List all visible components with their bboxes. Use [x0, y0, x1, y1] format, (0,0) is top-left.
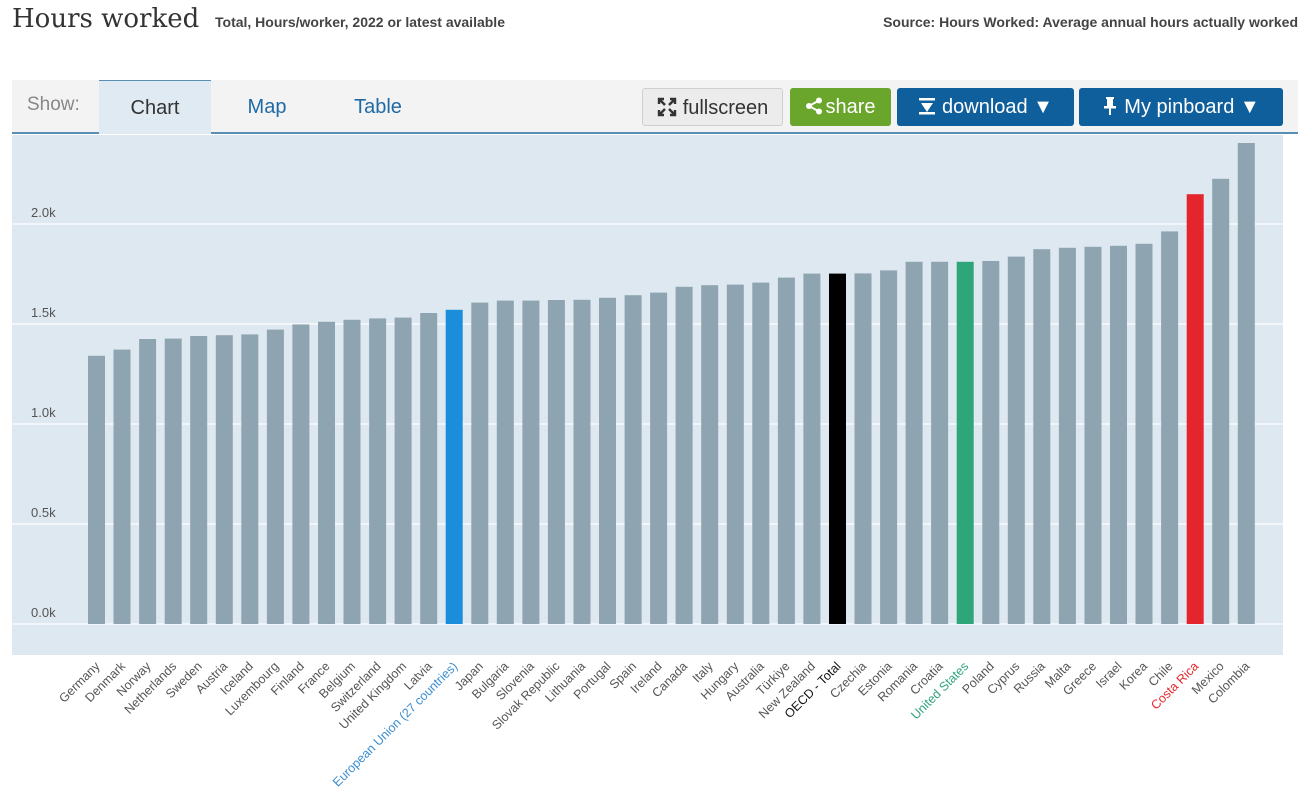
pinboard-button[interactable]: My pinboard ▼ [1079, 88, 1283, 126]
bar-new-zealand[interactable] [803, 273, 821, 624]
bar-latvia[interactable] [420, 313, 438, 624]
fullscreen-button[interactable]: fullscreen [642, 88, 783, 126]
tab-table[interactable]: Table [354, 96, 402, 118]
download-icon [918, 88, 936, 126]
bar-malta[interactable] [1058, 247, 1076, 625]
tab-map[interactable]: Map [247, 96, 287, 118]
bar-chile[interactable] [1161, 231, 1179, 624]
bar-slovak-republic[interactable] [547, 300, 565, 624]
bar-france[interactable] [318, 321, 335, 624]
bar-costa-rica[interactable] [1186, 194, 1204, 624]
bar-iceland[interactable] [241, 334, 259, 624]
share-label: share [825, 96, 876, 118]
bar-european-union-27-countries-[interactable] [445, 309, 463, 624]
bar-estonia[interactable] [880, 270, 898, 624]
bar-netherlands[interactable] [164, 338, 182, 624]
fullscreen-label: fullscreen [682, 97, 769, 119]
bar-finland[interactable] [292, 324, 310, 624]
bar-switzerland[interactable] [369, 318, 387, 624]
bar-portugal[interactable] [599, 297, 616, 624]
y-tick-label: 2.0k [31, 205, 56, 220]
bar-united-kingdom[interactable] [394, 317, 412, 624]
bar-germany[interactable] [88, 355, 105, 624]
y-tick-label: 0.5k [31, 505, 56, 520]
share-button[interactable]: share [790, 88, 891, 126]
bar-belgium[interactable] [343, 319, 361, 624]
bar-united-states[interactable] [956, 261, 974, 624]
y-tick-label: 0.0k [31, 605, 56, 620]
bar-ireland[interactable] [650, 292, 668, 624]
page-title: Hours worked [12, 4, 200, 34]
bar-italy[interactable] [701, 285, 719, 624]
bar-luxembourg[interactable] [266, 329, 284, 624]
x-axis-labels: GermanyDenmarkNorwayNetherlandsSwedenAus… [56, 659, 1252, 790]
header: Hours worked Total, Hours/worker, 2022 o… [0, 0, 1307, 44]
view-toolbar: Show: Chart Map Table fullscreen share [12, 80, 1298, 134]
bar-colombia[interactable] [1237, 143, 1255, 624]
x-tick-label: Korea [1117, 659, 1151, 693]
download-label: download ▼ [942, 96, 1053, 118]
bar-oecd-total[interactable] [829, 273, 846, 624]
source-note: Source: Hours Worked: Average annual hou… [883, 14, 1298, 30]
bar-australia[interactable] [752, 282, 770, 624]
bar-romania[interactable] [905, 261, 923, 624]
bar-cyprus[interactable] [1007, 256, 1025, 624]
download-button[interactable]: download ▼ [897, 88, 1074, 126]
bar-slovenia[interactable] [522, 300, 540, 624]
bar-bulgaria[interactable] [496, 300, 514, 624]
bar-lithuania[interactable] [573, 299, 591, 624]
bar-greece[interactable] [1084, 246, 1102, 625]
bar-denmark[interactable] [113, 349, 131, 624]
pin-icon [1102, 88, 1118, 126]
bars [88, 143, 1255, 625]
bar-spain[interactable] [624, 295, 642, 624]
bar-russia[interactable] [1033, 249, 1051, 624]
show-label: Show: [27, 94, 80, 115]
bar-t-rkiye[interactable] [777, 277, 795, 624]
bar-israel[interactable] [1110, 245, 1127, 625]
bar-canada[interactable] [675, 286, 693, 624]
chart-subtitle: Total, Hours/worker, 2022 or latest avai… [215, 14, 505, 30]
y-tick-label: 1.0k [31, 405, 56, 420]
bar-mexico[interactable] [1212, 178, 1230, 625]
bar-czechia[interactable] [854, 273, 872, 624]
pinboard-label: My pinboard ▼ [1124, 96, 1260, 118]
tab-chart[interactable]: Chart [99, 80, 211, 134]
y-axis-ticks: 0.0k 0.5k 1.0k 1.5k 2.0k [31, 205, 56, 620]
expand-icon [657, 89, 677, 127]
bar-austria[interactable] [215, 335, 233, 624]
bar-sweden[interactable] [190, 336, 208, 624]
y-tick-label: 1.5k [31, 305, 56, 320]
bar-japan[interactable] [471, 302, 489, 624]
share-icon [805, 88, 823, 126]
bar-croatia[interactable] [931, 261, 949, 624]
bar-korea[interactable] [1135, 243, 1153, 625]
bar-hungary[interactable] [726, 284, 744, 624]
bar-norway[interactable] [139, 339, 157, 624]
bar-poland[interactable] [982, 261, 1000, 624]
